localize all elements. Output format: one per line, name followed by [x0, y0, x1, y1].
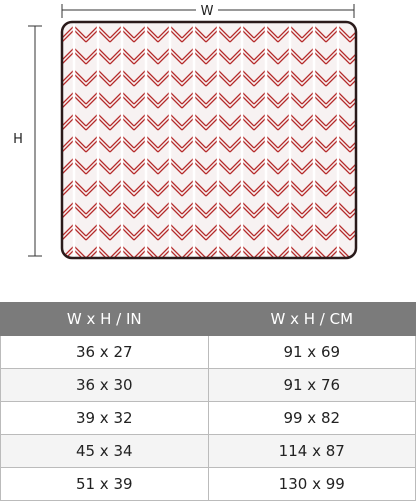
table-cell: 45 x 34 [0, 434, 209, 468]
blanket-diagram: W H [13, 2, 358, 260]
table-cell: 36 x 30 [0, 368, 209, 402]
table-cell: 39 x 32 [0, 401, 209, 435]
table-cell: 91 x 69 [207, 335, 416, 369]
table-row: 39 x 32 99 x 82 [0, 401, 416, 435]
table-cell: 99 x 82 [207, 401, 416, 435]
table-cell: 114 x 87 [207, 434, 416, 468]
label-bg [196, 2, 218, 18]
width-label: W [201, 4, 214, 19]
blanket [60, 20, 358, 260]
table-cell: 91 x 76 [207, 368, 416, 402]
table-cell: 36 x 27 [0, 335, 209, 369]
header-cell: W x H / IN [0, 302, 209, 336]
table-row: 51 x 39 130 x 99 [0, 467, 416, 501]
table-cell: 51 x 39 [0, 467, 209, 501]
height-label: H [13, 132, 23, 147]
header-cell: W x H / CM [207, 302, 416, 336]
table-row: 36 x 30 91 x 76 [0, 368, 416, 402]
table-row: 45 x 34 114 x 87 [0, 434, 416, 468]
table-row: 36 x 27 91 x 69 [0, 335, 416, 369]
size-table: W x H / IN W x H / CM 36 x 27 91 x 69 36 x… [0, 302, 416, 501]
header-row: W x H / IN W x H / CM [0, 302, 416, 336]
table-cell: 130 x 99 [207, 467, 416, 501]
table-body: 36 x 27 91 x 69 36 x 30 91 x 76 39 x 32 99 x … [0, 335, 416, 501]
